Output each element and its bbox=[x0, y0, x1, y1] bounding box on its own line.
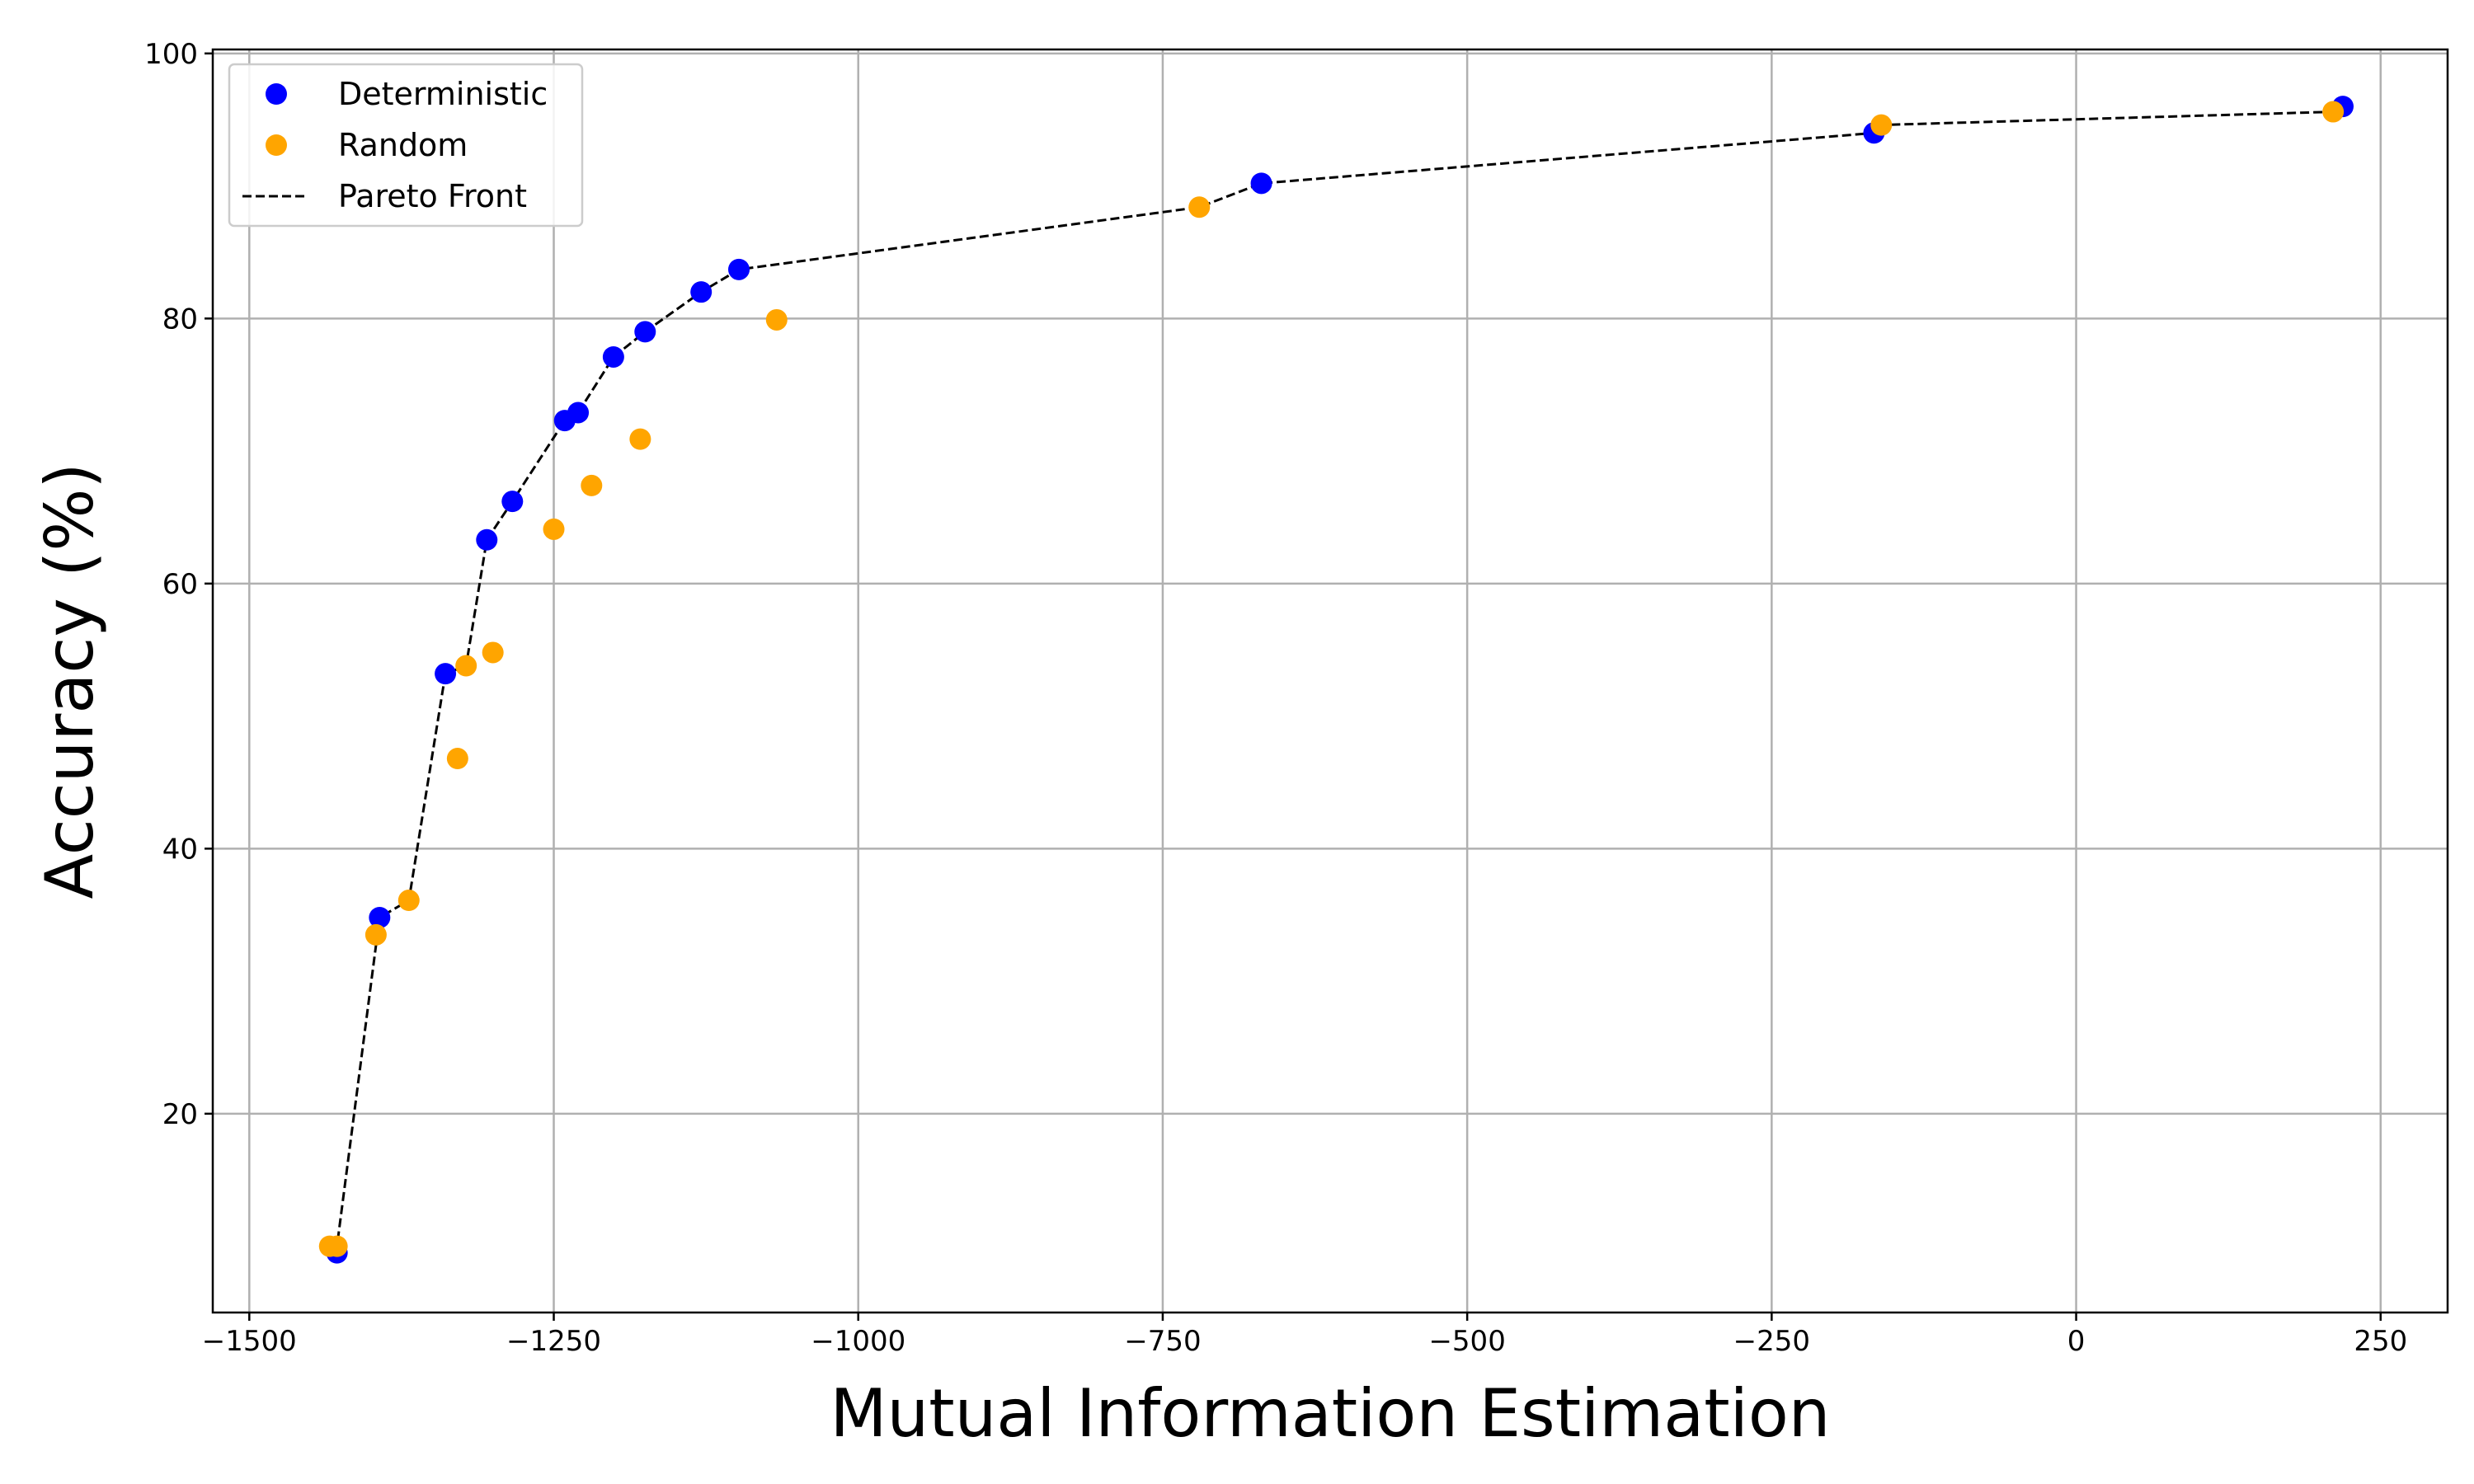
deterministic-point bbox=[567, 402, 590, 424]
random-point bbox=[581, 474, 603, 496]
y-axis-title: Accuracy (%) bbox=[31, 463, 108, 899]
x-tick-label: −500 bbox=[1428, 1325, 1505, 1358]
grid bbox=[213, 49, 2448, 1313]
y-tick-label: 100 bbox=[144, 38, 198, 71]
random-point bbox=[326, 1235, 348, 1257]
random-point bbox=[2322, 101, 2345, 123]
random-point bbox=[629, 428, 651, 450]
x-tick-label: 250 bbox=[2354, 1325, 2407, 1358]
random-point bbox=[765, 308, 788, 331]
random-point bbox=[397, 890, 420, 912]
deterministic-point bbox=[727, 258, 750, 280]
legend-random-label: Random bbox=[338, 127, 468, 163]
random-point bbox=[543, 518, 565, 540]
x-tick-label: −1000 bbox=[811, 1325, 905, 1358]
deterministic-point bbox=[435, 663, 457, 685]
legend-box bbox=[228, 63, 584, 228]
points-layer bbox=[318, 96, 2354, 1264]
legend-random-marker bbox=[266, 134, 287, 156]
deterministic-point bbox=[634, 321, 656, 343]
deterministic-point bbox=[602, 345, 624, 368]
plot-frame bbox=[211, 48, 2449, 1314]
random-point bbox=[446, 748, 468, 770]
random-point bbox=[455, 655, 477, 677]
random-point bbox=[482, 641, 504, 664]
x-tick-label: 0 bbox=[2067, 1325, 2086, 1358]
x-axis-title: Mutual Information Estimation bbox=[830, 1375, 1830, 1452]
y-tick-label: 40 bbox=[162, 833, 198, 866]
legend-deterministic-label: Deterministic bbox=[338, 76, 548, 112]
x-tick-label: −1250 bbox=[506, 1325, 601, 1358]
deterministic-point bbox=[1250, 172, 1272, 195]
x-axis: −1500 −1250 −1000 −750 −500 −250 0 250 bbox=[202, 1313, 2407, 1358]
deterministic-point bbox=[690, 281, 713, 303]
legend-pareto-front-label: Pareto Front bbox=[338, 178, 527, 214]
deterministic-point bbox=[369, 906, 391, 928]
deterministic-point bbox=[501, 491, 524, 513]
deterministic-point bbox=[476, 528, 498, 551]
y-tick-label: 20 bbox=[162, 1098, 198, 1131]
x-tick-label: −1500 bbox=[202, 1325, 297, 1358]
plot-background bbox=[213, 49, 2448, 1313]
y-axis: 20 40 60 80 100 bbox=[144, 38, 213, 1131]
random-point bbox=[1188, 196, 1211, 218]
random-point bbox=[1870, 114, 1893, 136]
legend-deterministic-marker bbox=[266, 83, 287, 105]
x-tick-label: −750 bbox=[1124, 1325, 1201, 1358]
y-tick-label: 60 bbox=[162, 568, 198, 601]
random-point bbox=[365, 923, 387, 946]
x-tick-label: −250 bbox=[1733, 1325, 1810, 1358]
legend: Deterministic Random Pareto Front bbox=[228, 63, 584, 228]
y-tick-label: 80 bbox=[162, 303, 198, 336]
